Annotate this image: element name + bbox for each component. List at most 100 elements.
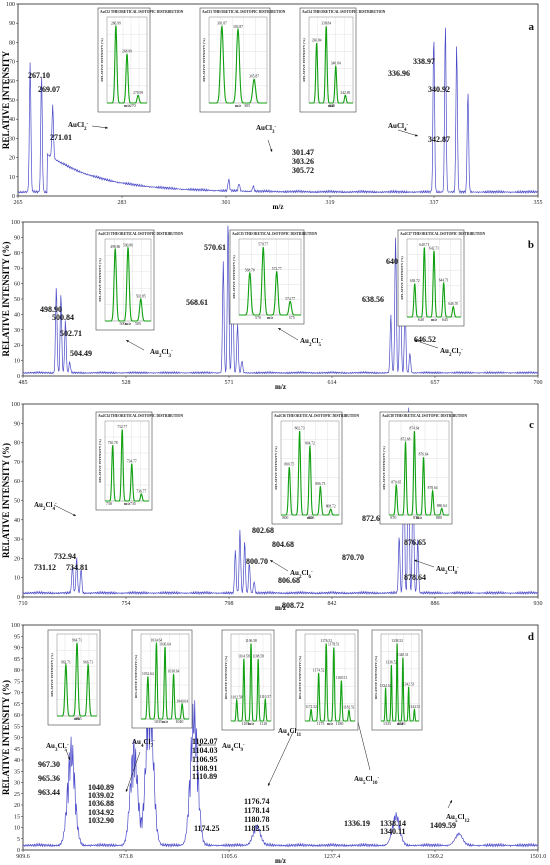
y-tick-label: 30 [14,537,20,543]
y-axis-label: RELATIVE INTENSITY [1,50,11,149]
peak-label: 269.07 [38,85,60,94]
y-tick-label: 40 [14,518,20,524]
peak-label: 1106.95 [192,755,218,764]
inset-tick-label: 1040 [175,719,183,724]
x-axis-label: m/z [275,383,286,391]
annotation-arrow [91,125,109,129]
inset-tick-label: 575 [289,315,295,320]
annotation-arrow [277,327,299,341]
ion-annotation: Au2Cl7- [440,347,463,358]
inset-peak-label: 342.85 [340,91,350,95]
inset-peak-label: 1172.52 [305,705,317,709]
theoretical-inset: Au2Cl3 THEORETICAL ISOTOPIC DISTRIBUTION… [95,229,183,331]
peak-label: 731.12 [34,563,56,572]
ion-annotation: Au5Cl10- [354,775,379,786]
y-tick-label: 85 [14,657,20,663]
ion-annotation: Au2Cl6- [290,569,313,580]
inset-peak-label: 1336.52 [386,661,398,665]
theoretical-inset: Au2Cl7 THEORETICAL ISOTOPIC DISTRIBUTION… [397,229,485,327]
x-tick-label: 355 [534,200,543,206]
inset-y-label: RELATIVE INTENSITY (%) [374,656,378,699]
peak-label: 301.47 [292,148,314,157]
inset-peak-label: 874.64 [409,427,419,431]
peak-label: 638.56 [362,295,384,304]
inset-y-label: RELATIVE INTENSITY (%) [98,258,102,301]
peak-label: 808.72 [282,601,304,610]
inset-peak-label: 1182.51 [343,706,355,710]
plot-frame [22,624,539,851]
inset-title: Au2Cl5 THEORETICAL ISOTOPIC DISTRIBUTION [232,232,317,236]
peak-label: 1336.19 [344,819,370,828]
y-tick-label: 10 [14,826,20,832]
ion-annotation: AuCl2- [68,121,88,132]
peak-label: 568.61 [186,298,208,307]
y-tick-label: 100 [11,402,20,408]
y-tick-label: 100 [11,623,20,629]
y-tick-label: 35 [14,769,20,775]
theoretical-peaks [389,431,449,516]
y-tick-label: 90 [9,21,15,27]
inset-y-label: RELATIVE INTENSITY (%) [202,38,206,81]
inset-peak-label: 268.99 [122,49,132,53]
theoretical-inset: RELATIVE INTENSITY (%) m/z 1335 1340 1334.52… [371,629,423,731]
inset-peak-label: 303.87 [233,25,243,29]
peak-label: 732.94 [54,552,76,561]
spectrum-trace [17,27,539,194]
y-tick-label: 60 [14,713,20,719]
y-tick-label: 80 [9,40,15,46]
inset-peak-label: 498.86 [110,245,120,249]
y-tick-label: 95 [14,634,20,640]
inset-title: Au2Cl6 THEORETICAL ISOTOPIC DISTRIBUTION [274,414,359,418]
y-tick-label: 10 [14,576,20,582]
annotation-arrow [267,139,273,153]
inset-tick-label: 340 [329,103,335,108]
x-tick-label: 1105.6 [221,854,237,860]
peak-label: 1409.59 [430,821,456,830]
y-tick-label: 0 [12,194,15,200]
inset-peak-label: 878.64 [428,486,438,490]
peak-label: 878.64 [404,573,426,582]
panel-letter: c [529,419,534,431]
inset-x-label: m/z [431,318,437,322]
peak-label: 303.26 [292,157,314,166]
panel-a: 0 10 20 30 40 50 60 70 80 90 100 265 283 301 319 337 355… [1,2,543,211]
peak-label: 1039.02 [88,791,114,800]
peak-label: 500.84 [52,313,74,322]
theoretical-peaks [407,247,461,318]
ion-annotation: Au4Cl7- [132,738,155,749]
inset-tick-label: 875 [413,515,419,520]
inset-x-label: m/z [248,722,254,726]
peak-label: 1104.03 [192,746,218,755]
x-tick-label: 842 [328,601,337,607]
inset-y-label: RELATIVE INTENSITY (%) [232,255,236,298]
inset-peak-label: 804.72 [305,442,315,446]
inset-peak-label: 1110.57 [260,695,272,699]
x-tick-label: 930 [534,601,543,607]
inset-tick-label: 1340 [397,721,405,726]
peak-label: 870.70 [342,553,364,562]
inset-peak-label: 1340.51 [397,653,409,657]
inset-peak-label: 1174.52 [313,668,325,672]
peak-label: 800.70 [246,557,268,566]
peak-label: 1340.11 [380,827,406,836]
peak-label: 967.30 [38,760,60,769]
y-tick-label: 55 [14,724,20,730]
inset-peak-label: 1106.58 [245,639,257,643]
inset-peak-label: 736.77 [136,489,146,493]
peak-label: 1182.15 [244,824,270,833]
theoretical-peaks [57,642,97,717]
theoretical-inset: Au2Cl6 THEORETICAL ISOTOPIC DISTRIBUTION… [271,411,359,525]
y-tick-label: 0 [17,595,20,601]
x-tick-label: 973.8 [119,854,133,860]
ion-annotation: Au5Cl12 [446,813,470,824]
x-axis-label: m/z [275,604,286,612]
y-tick-label: 65 [14,702,20,708]
peak-label: 1040.89 [88,783,114,792]
inset-tick-label: 305 [244,103,250,108]
peak-label: 271.01 [50,133,72,142]
annotation-arrow [269,559,289,572]
peak-label: 1176.74 [244,797,270,806]
x-tick-label: 571 [225,380,234,386]
inset-peak-label: 876.64 [419,453,429,457]
